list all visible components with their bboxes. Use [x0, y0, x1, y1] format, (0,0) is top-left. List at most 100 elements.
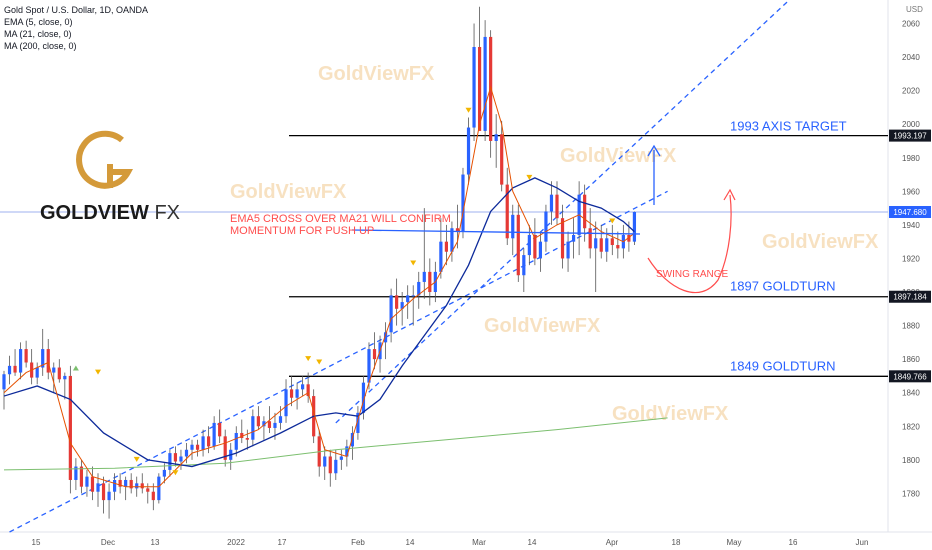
- candle-body: [7, 365, 12, 375]
- candle-body: [179, 456, 183, 462]
- candle-body: [505, 184, 509, 239]
- candle-body: [251, 416, 255, 440]
- candle-body: [527, 234, 531, 256]
- y-tick-label: 1880: [902, 322, 920, 331]
- x-tick-label: 14: [406, 538, 415, 547]
- x-tick-label: Mar: [472, 538, 486, 547]
- swing-arrowhead-icon: [723, 188, 736, 201]
- candle-body: [538, 241, 543, 259]
- price-label-text: 1993.197: [893, 132, 927, 141]
- swing-curve: [647, 194, 732, 294]
- candle-body: [627, 234, 631, 242]
- candle-body: [345, 446, 349, 457]
- watermark-text: GoldViewFX: [230, 181, 347, 203]
- candle-body: [439, 241, 443, 272]
- candle-body: [113, 479, 117, 492]
- candle-body: [367, 349, 371, 383]
- x-tick-label: 2022: [227, 538, 245, 547]
- candle-body: [372, 349, 377, 360]
- y-tick-label: 1840: [902, 389, 920, 398]
- ema5-line: [3, 85, 635, 488]
- chart-legend: Gold Spot / U.S. Dollar, 1D, OANDA EMA (…: [4, 4, 148, 52]
- candle-body: [500, 134, 504, 185]
- candle-body: [301, 384, 305, 390]
- candle-body: [395, 295, 399, 309]
- candle-body: [616, 245, 620, 249]
- x-tick-label: 13: [151, 538, 160, 547]
- annotation-swing-range: SWING RANGE: [656, 269, 729, 280]
- candle-body: [594, 238, 598, 249]
- candle-body: [96, 483, 100, 492]
- candle-body: [483, 36, 487, 131]
- candle-body: [173, 453, 178, 462]
- candle-body: [289, 389, 294, 398]
- candle-body: [262, 421, 266, 427]
- candle-body: [339, 456, 343, 460]
- price-label-box: [889, 370, 931, 383]
- sell-signal-icon: [410, 260, 417, 266]
- candle-body: [428, 271, 432, 293]
- candle-body: [68, 375, 72, 480]
- annotation-connector: [351, 229, 641, 235]
- y-tick-label: 1800: [902, 456, 920, 465]
- candle-body: [41, 349, 45, 368]
- candle-body: [151, 491, 155, 501]
- price-label-text: 1897.184: [893, 293, 927, 302]
- y-tick-label: 1960: [902, 187, 920, 196]
- watermark-text: GoldViewFX: [612, 403, 729, 425]
- candle-body: [522, 255, 526, 276]
- candle-body: [306, 384, 310, 397]
- indicator-ema5[interactable]: EMA (5, close, 0): [4, 17, 73, 27]
- level-label: 1993 AXIS TARGET: [730, 119, 847, 134]
- sell-signal-icon: [133, 456, 140, 462]
- candle-body: [118, 479, 122, 487]
- x-tick-label: 17: [278, 538, 287, 547]
- sell-signal-icon: [609, 218, 616, 224]
- candle-body: [46, 349, 50, 373]
- candle-body: [455, 228, 460, 232]
- candle-body: [450, 228, 454, 252]
- y-tick-label: 1940: [902, 221, 920, 230]
- ma21-line: [3, 177, 635, 468]
- candle-body: [389, 295, 393, 333]
- candle-body: [267, 421, 272, 428]
- candle-body: [284, 389, 288, 417]
- candle-body: [323, 456, 327, 467]
- channel-lower-line[interactable]: [9, 190, 668, 533]
- y-tick-label: 2060: [902, 19, 920, 28]
- candle-body: [190, 444, 194, 450]
- candle-body: [135, 483, 139, 489]
- x-tick-label: Dec: [101, 538, 115, 547]
- y-tick-label: 1920: [902, 254, 920, 263]
- candle-body: [444, 241, 448, 252]
- y-tick-label: 2040: [902, 53, 920, 62]
- sell-signal-icon: [172, 470, 179, 476]
- candle-body: [599, 238, 603, 252]
- candle-body: [234, 432, 238, 450]
- y-tick-label: 2000: [902, 120, 920, 129]
- x-tick-label: 16: [789, 538, 798, 547]
- candle-body: [245, 438, 249, 440]
- indicator-ma200[interactable]: MA (200, close, 0): [4, 41, 77, 51]
- ma200-line: [3, 417, 668, 471]
- indicator-ma21[interactable]: MA (21, close, 0): [4, 29, 72, 39]
- candle-body: [24, 349, 28, 363]
- candle-body: [52, 367, 56, 373]
- y-tick-label: 1820: [902, 422, 920, 431]
- candle-body: [18, 349, 23, 373]
- goldview-g-icon: [76, 130, 134, 189]
- candle-body: [544, 211, 548, 242]
- candle-body: [422, 271, 426, 282]
- price-label-box: [889, 290, 931, 303]
- candle-body: [256, 416, 260, 427]
- y-tick-label: 1780: [902, 489, 920, 498]
- sell-signal-icon: [305, 356, 312, 362]
- watermark-text: GoldViewFX: [484, 315, 601, 337]
- candle-body: [124, 479, 128, 487]
- x-tick-label: May: [726, 538, 741, 547]
- candle-body: [411, 295, 415, 297]
- x-tick-label: Apr: [606, 538, 619, 547]
- candle-body: [35, 367, 39, 378]
- y-tick-label: 1860: [902, 355, 920, 364]
